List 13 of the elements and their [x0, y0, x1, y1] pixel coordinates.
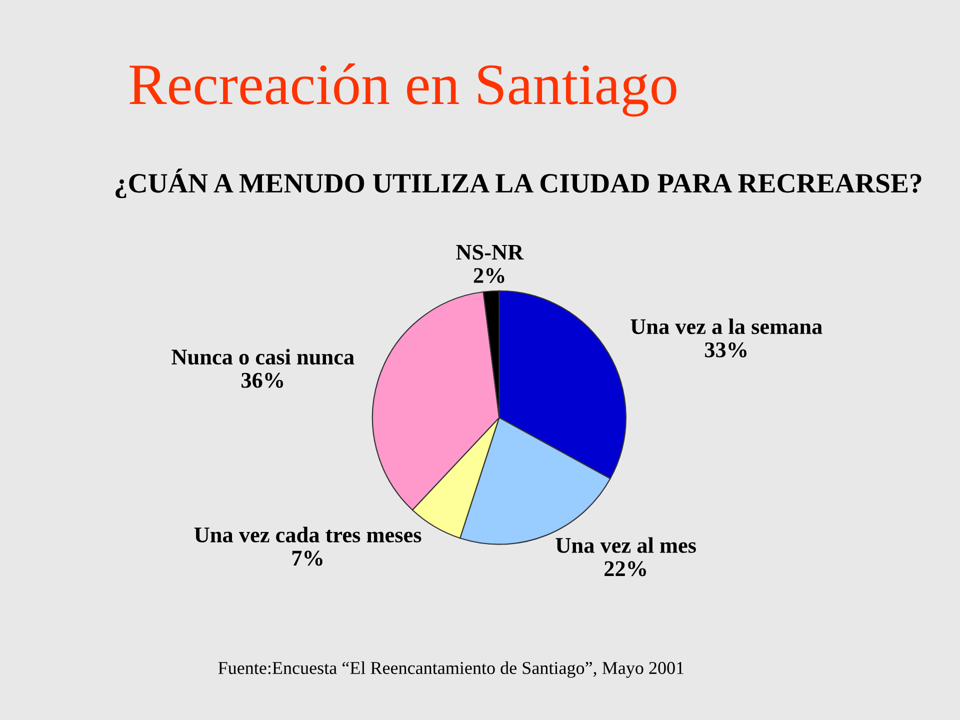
- data-label: 22%: [604, 561, 646, 576]
- chart-title: Recreación en Santiago: [130, 63, 676, 117]
- slice-label: NS-NR: [456, 244, 524, 260]
- data-label: 36%: [242, 372, 284, 388]
- data-label: 2%: [474, 268, 504, 284]
- slice-label: Una vez cada tres meses: [194, 526, 422, 542]
- source-note: Fuente:Encuesta “El Reencantamiento de Santiago”, Mayo 2001: [218, 661, 684, 678]
- chart-subtitle: ¿CUÁN A MENUDO UTILIZA LA CIUDAD PARA RECREARSE?: [116, 168, 922, 198]
- slice-label: Una vez al mes: [556, 537, 696, 553]
- slice-label: Una vez a la semana: [630, 318, 822, 334]
- slice-label: Nunca o casi nunca: [172, 348, 354, 365]
- data-label: 7%: [292, 550, 322, 566]
- data-label: 33%: [704, 342, 747, 358]
